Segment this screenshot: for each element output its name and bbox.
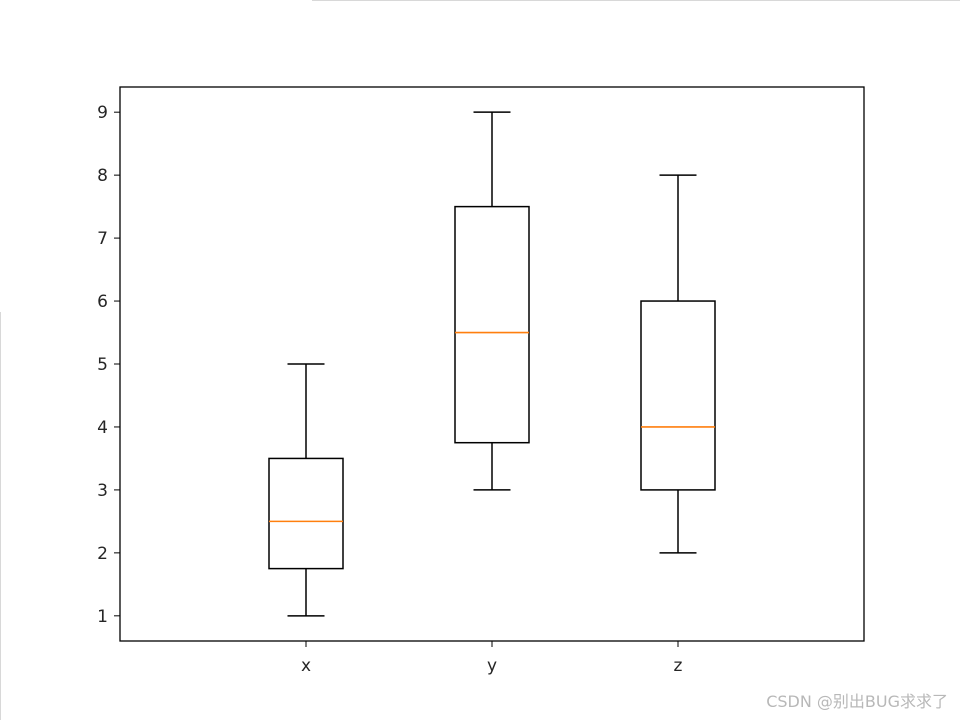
box-body <box>454 205 530 444</box>
y-tick-label: 2 <box>97 544 108 564</box>
x-tick-label: x <box>301 656 311 676</box>
box-body <box>640 300 716 491</box>
y-tick-label: 7 <box>97 229 108 249</box>
x-tick-label: y <box>487 656 497 676</box>
watermark-text: CSDN @别出BUG求求了 <box>766 692 948 711</box>
x-tick-label: z <box>674 656 683 676</box>
y-tick-label: 8 <box>97 166 108 186</box>
plot-frame <box>119 86 865 642</box>
screenshot-edge-top <box>312 0 960 1</box>
y-tick-label: 3 <box>97 481 108 501</box>
y-tick-label: 9 <box>97 103 108 123</box>
y-tick-label: 4 <box>97 418 108 438</box>
y-tick-label: 6 <box>97 292 108 312</box>
y-tick-label: 5 <box>97 355 108 375</box>
box-body <box>268 457 344 570</box>
screenshot-edge-left <box>0 312 1 720</box>
y-tick-label: 1 <box>97 607 108 627</box>
